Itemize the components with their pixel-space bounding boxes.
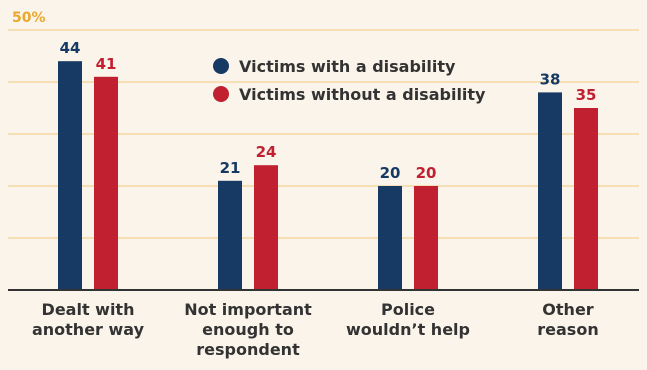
value-label: 20 — [416, 164, 437, 182]
bar-with-disability-0 — [58, 61, 82, 291]
category-label-line: Dealt with — [41, 300, 135, 319]
value-label: 44 — [60, 39, 81, 57]
category-label-line: wouldn’t help — [346, 320, 470, 339]
legend: Victims with a disability Victims withou… — [213, 52, 485, 108]
category-label-line: Other — [542, 300, 594, 319]
bar-without-disability-3 — [574, 108, 598, 290]
bar-with-disability-2 — [378, 186, 402, 290]
legend-swatch-with-disability — [213, 58, 229, 74]
bar-without-disability-1 — [254, 165, 278, 290]
category-label: Other reason — [488, 300, 647, 340]
value-label: 41 — [96, 55, 117, 73]
category-label-line: respondent — [196, 340, 300, 359]
legend-label-with-disability: Victims with a disability — [239, 56, 456, 76]
value-label: 35 — [576, 86, 597, 104]
bar-with-disability-1 — [218, 180, 242, 290]
category-label-line: enough to — [202, 320, 294, 339]
category-label-line: another way — [31, 320, 145, 339]
legend-label-without-disability: Victims without a disability — [239, 84, 486, 104]
value-label: 38 — [540, 70, 561, 88]
category-label: Police wouldn’t help — [328, 300, 488, 340]
category-label-line: reason — [537, 320, 599, 339]
category-label: Not important enough to respondent — [168, 300, 328, 360]
bar-with-disability-3 — [538, 92, 562, 291]
legend-swatch-without-disability — [213, 86, 229, 102]
value-label: 24 — [256, 143, 277, 161]
legend-item-without-disability: Victims without a disability — [213, 80, 485, 108]
bar-without-disability-0 — [94, 76, 118, 290]
category-label-line: Police — [380, 300, 436, 319]
value-label: 20 — [380, 164, 401, 182]
y-axis-max-label: 50% — [12, 10, 46, 26]
bar-without-disability-2 — [414, 186, 438, 290]
category-label-line: Not important — [184, 300, 312, 319]
legend-item-with-disability: Victims with a disability — [213, 52, 485, 80]
category-label: Dealt with another way — [8, 300, 168, 340]
value-label: 21 — [220, 159, 241, 177]
